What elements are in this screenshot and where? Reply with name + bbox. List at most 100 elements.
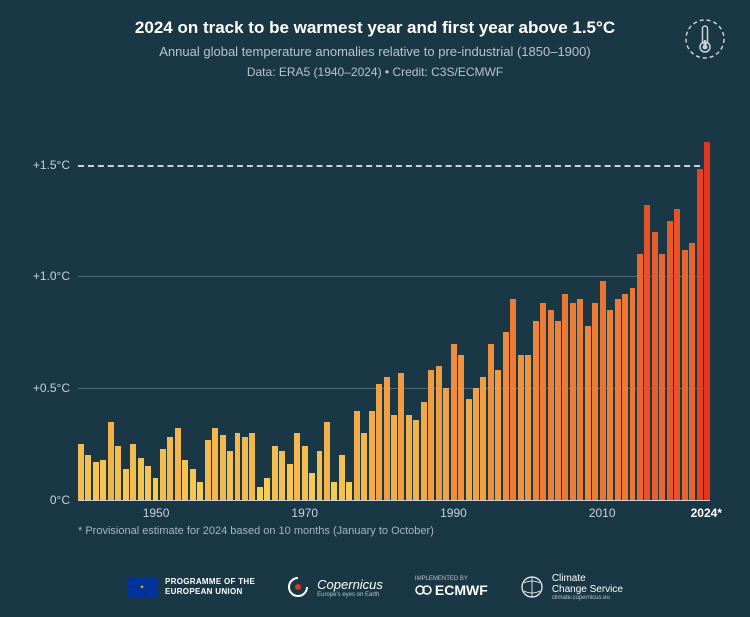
bar [346,482,352,500]
bar [205,440,211,500]
bar [376,384,382,500]
bar [466,399,472,500]
bar [473,388,479,500]
bar [480,377,486,500]
ecmwf-logo: IMPLEMENTED BY ECMWF [415,576,488,598]
ccs-line1: Climate [552,573,623,584]
bar [242,437,248,500]
ccs-sub: climate.copernicus.eu [552,595,623,601]
bar [451,344,457,500]
x-axis-label: 1970 [291,506,318,520]
bar [682,250,688,500]
bar [361,433,367,500]
bar [130,444,136,500]
bar [384,377,390,500]
eu-logo: ⋆ PROGRAMME OF THE EUROPEAN UNION [127,577,255,597]
bar [659,254,665,500]
bar [562,294,568,500]
logo-strip: ⋆ PROGRAMME OF THE EUROPEAN UNION Copern… [0,573,750,601]
bar [302,446,308,500]
bar [503,332,509,500]
bar [190,469,196,500]
bar [294,433,300,500]
bar [115,446,121,500]
bar [555,321,561,500]
bar [354,411,360,500]
bar [697,169,703,500]
bar [495,370,501,500]
copernicus-logo: Copernicus Europe's eyes on Earth [287,576,383,598]
bar [220,435,226,500]
y-axis-label: 0°C [50,493,70,507]
eu-flag-icon: ⋆ [127,577,157,597]
bar [78,444,84,500]
bar [257,487,263,500]
bar [324,422,330,500]
bar [309,473,315,500]
bar [525,355,531,500]
bar [197,482,203,500]
bar [592,303,598,500]
ecmwf-text: ECMWF [435,582,488,598]
bar [518,355,524,500]
bar [279,451,285,500]
bar [406,415,412,500]
bar [443,388,449,500]
copernicus-icon [287,576,309,598]
bar [100,460,106,500]
bar [123,469,129,500]
bar [585,326,591,500]
bar [287,464,293,500]
bar [577,299,583,500]
y-axis-label: +1.5°C [33,158,70,172]
bar [458,355,464,500]
bar [153,478,159,500]
eu-logo-line2: EUROPEAN UNION [165,587,255,597]
bar [570,303,576,500]
eu-logo-line1: PROGRAMME OF THE [165,577,255,587]
bar [175,428,181,500]
bar [145,466,151,500]
bar [138,458,144,500]
x-axis-label: 2024* [691,506,722,520]
bar [339,455,345,500]
y-axis-label: +1.0°C [33,269,70,283]
bar [182,460,188,500]
bar [331,482,337,500]
bar [540,303,546,500]
bar [674,209,680,500]
bar [249,433,255,500]
zero-axis [78,500,710,501]
x-axis-label: 1950 [143,506,170,520]
bar [607,310,613,500]
bar [615,299,621,500]
bar [369,411,375,500]
bar [85,455,91,500]
chart-subtitle: Annual global temperature anomalies rela… [0,44,750,59]
bar [160,449,166,500]
bar [227,451,233,500]
copernicus-sub: Europe's eyes on Earth [317,592,383,598]
chart-plot-area: 0°C+0.5°C+1.0°C+1.5°C 195019701990201020… [78,120,710,500]
bar [317,451,323,500]
bar [167,437,173,500]
bar [212,428,218,500]
bar [533,321,539,500]
bar [667,221,673,500]
bar [548,310,554,500]
bar [272,446,278,500]
bar [93,462,99,500]
chart-title: 2024 on track to be warmest year and fir… [0,18,750,38]
thermometer-globe-icon [684,18,726,60]
bar [644,205,650,500]
x-axis-label: 1990 [440,506,467,520]
chart-credit: Data: ERA5 (1940–2024) • Credit: C3S/ECM… [0,65,750,79]
copernicus-text: Copernicus [317,577,383,592]
bar [235,433,241,500]
x-axis-label: 2010 [589,506,616,520]
bar [488,344,494,500]
ccs-icon [520,575,544,599]
bar [630,288,636,500]
ccs-line2: Change Service [552,584,623,595]
footnote: * Provisional estimate for 2024 based on… [78,525,434,537]
